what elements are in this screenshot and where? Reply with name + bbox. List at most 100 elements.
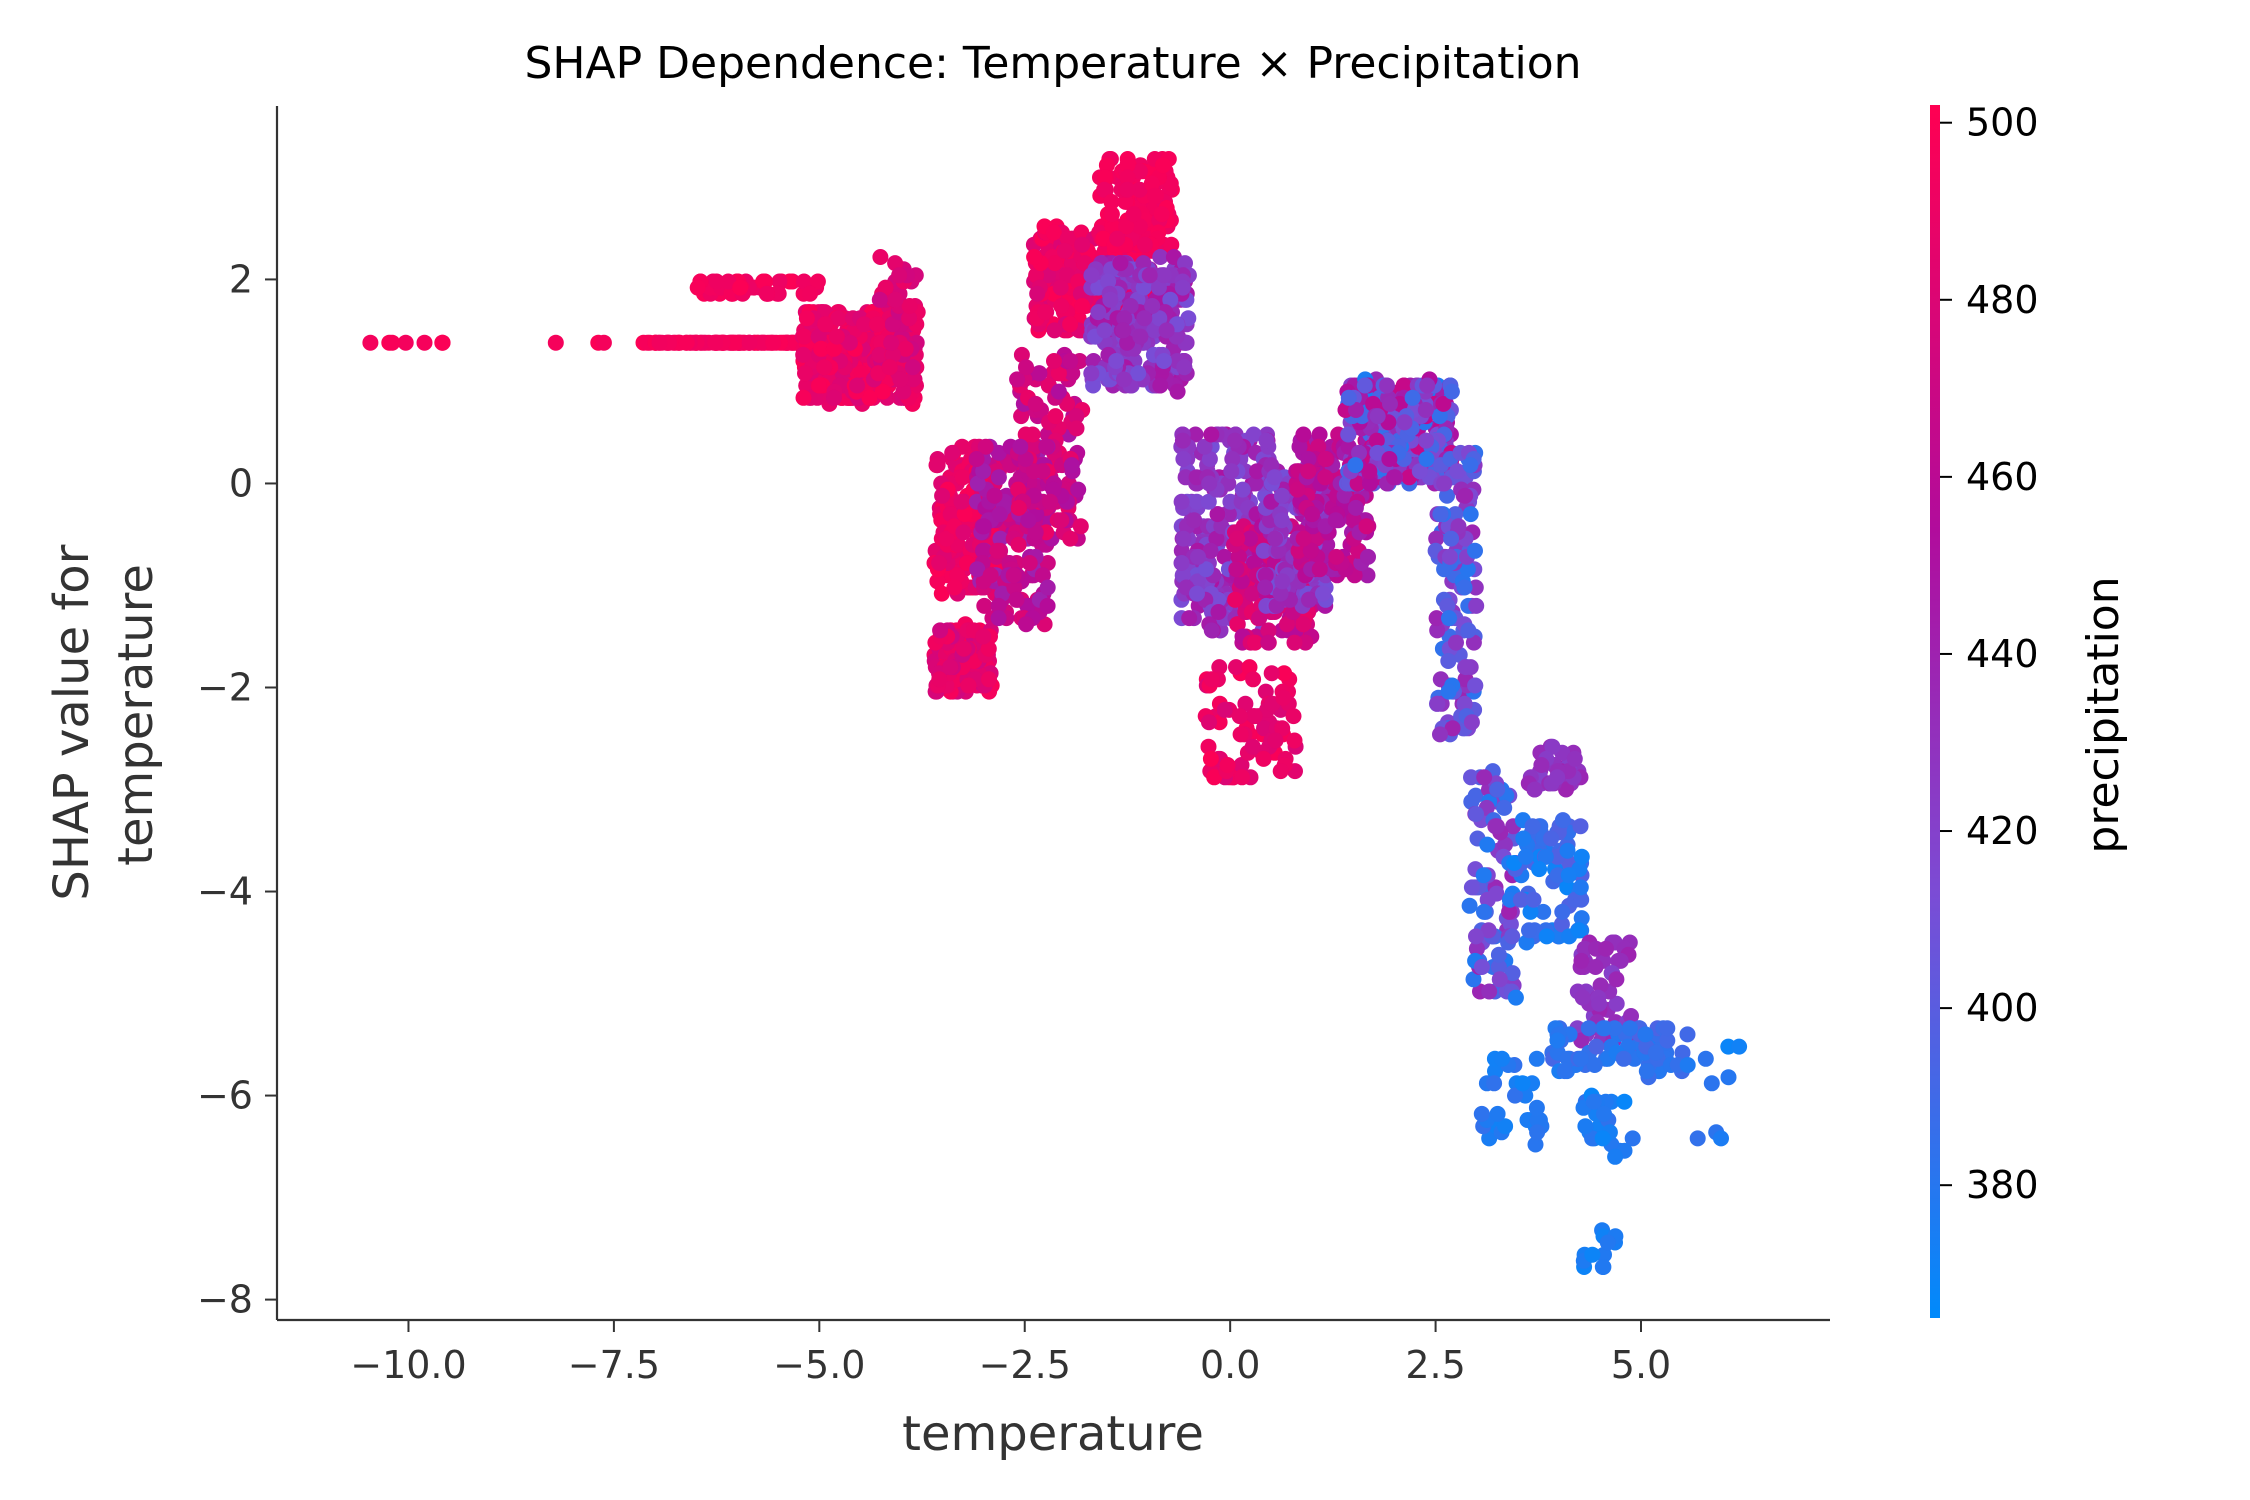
data-point (1074, 236, 1091, 253)
data-point (1517, 848, 1534, 865)
data-point (1216, 701, 1233, 718)
data-point (892, 371, 909, 388)
data-point (982, 567, 999, 584)
data-point (1163, 236, 1180, 253)
data-point (1345, 512, 1362, 529)
data-point (891, 267, 908, 284)
data-point (1361, 463, 1378, 480)
colorbar-tick-label: 480 (1966, 278, 2039, 322)
data-point (1162, 291, 1179, 308)
data-point (797, 365, 813, 382)
data-point (1615, 1050, 1632, 1067)
data-point (1200, 738, 1217, 755)
x-tick-label: 2.5 (1405, 1343, 1465, 1387)
data-point (969, 561, 986, 578)
data-point (1507, 1087, 1523, 1104)
data-point (1549, 1032, 1566, 1049)
data-point (980, 640, 997, 657)
data-point (1529, 1112, 1546, 1128)
colorbar-tick-label: 380 (1966, 1163, 2039, 1207)
data-point (1010, 481, 1027, 498)
data-point (975, 542, 991, 559)
data-point (1119, 334, 1136, 351)
data-point (816, 359, 833, 376)
data-point (1220, 506, 1237, 523)
data-point (1237, 695, 1254, 712)
data-point (707, 334, 724, 351)
data-point (1463, 714, 1480, 731)
data-point (1450, 518, 1467, 535)
data-point (1369, 444, 1386, 461)
data-point (1031, 365, 1048, 382)
colorbar-tick-label: 500 (1966, 101, 2039, 145)
data-point (1300, 463, 1317, 480)
chart-title: SHAP Dependence: Temperature × Precipita… (524, 38, 1581, 89)
data-point (1443, 530, 1460, 547)
data-point (1336, 487, 1353, 504)
data-point (871, 291, 888, 308)
data-point (1418, 432, 1435, 449)
data-point (953, 493, 970, 510)
data-point (810, 328, 827, 345)
data-point (434, 334, 451, 351)
data-point (856, 316, 873, 333)
data-point (1152, 249, 1169, 265)
data-point (841, 334, 858, 351)
data-point (1348, 402, 1364, 418)
data-point (1554, 812, 1571, 829)
data-point (1449, 463, 1466, 480)
data-point (802, 285, 818, 302)
data-point (883, 334, 900, 351)
data-point (989, 542, 1006, 559)
data-point (1572, 818, 1589, 835)
data-point (1525, 891, 1542, 908)
data-point (1131, 218, 1148, 235)
colorbar (1930, 105, 1940, 1318)
data-point (1417, 402, 1434, 418)
data-point (1462, 457, 1479, 474)
data-point (1037, 304, 1053, 321)
data-point (1468, 597, 1485, 614)
data-point (1112, 255, 1129, 272)
data-point (1535, 903, 1552, 920)
x-tick-label: −10.0 (350, 1343, 466, 1387)
data-point (1538, 928, 1555, 945)
data-point (1428, 530, 1445, 547)
data-point (1176, 359, 1193, 376)
data-point (1257, 567, 1274, 584)
data-point (1203, 671, 1220, 688)
data-point (1362, 475, 1378, 492)
data-point (1029, 285, 1046, 302)
data-point (1447, 506, 1464, 523)
data-point (1034, 567, 1051, 584)
data-point (795, 346, 812, 363)
data-point (1435, 395, 1452, 412)
data-point (1103, 193, 1120, 210)
data-point (1115, 322, 1132, 339)
data-point (975, 628, 992, 645)
colorbar-ticks: 500 480 460 440 420 400 380 (1940, 101, 2039, 1207)
data-point (1255, 542, 1272, 559)
data-point (1558, 781, 1574, 798)
data-point (1257, 579, 1274, 596)
data-point (946, 579, 963, 596)
data-point (1201, 714, 1217, 731)
data-point (1340, 426, 1357, 443)
data-point (1566, 750, 1583, 767)
data-point (1595, 1259, 1612, 1275)
data-point (1070, 481, 1087, 498)
data-point (1521, 922, 1537, 939)
data-point (942, 659, 959, 676)
data-point (1441, 548, 1458, 565)
data-point (1465, 634, 1482, 651)
data-point (1070, 273, 1087, 290)
data-point (934, 487, 951, 504)
data-point (1175, 451, 1192, 467)
data-point (1606, 1020, 1623, 1037)
data-point (798, 377, 815, 394)
data-point (990, 444, 1007, 461)
data-point (975, 463, 992, 480)
data-point (1476, 769, 1493, 786)
data-point (1021, 555, 1038, 571)
y-tick-label: −4 (197, 870, 253, 914)
